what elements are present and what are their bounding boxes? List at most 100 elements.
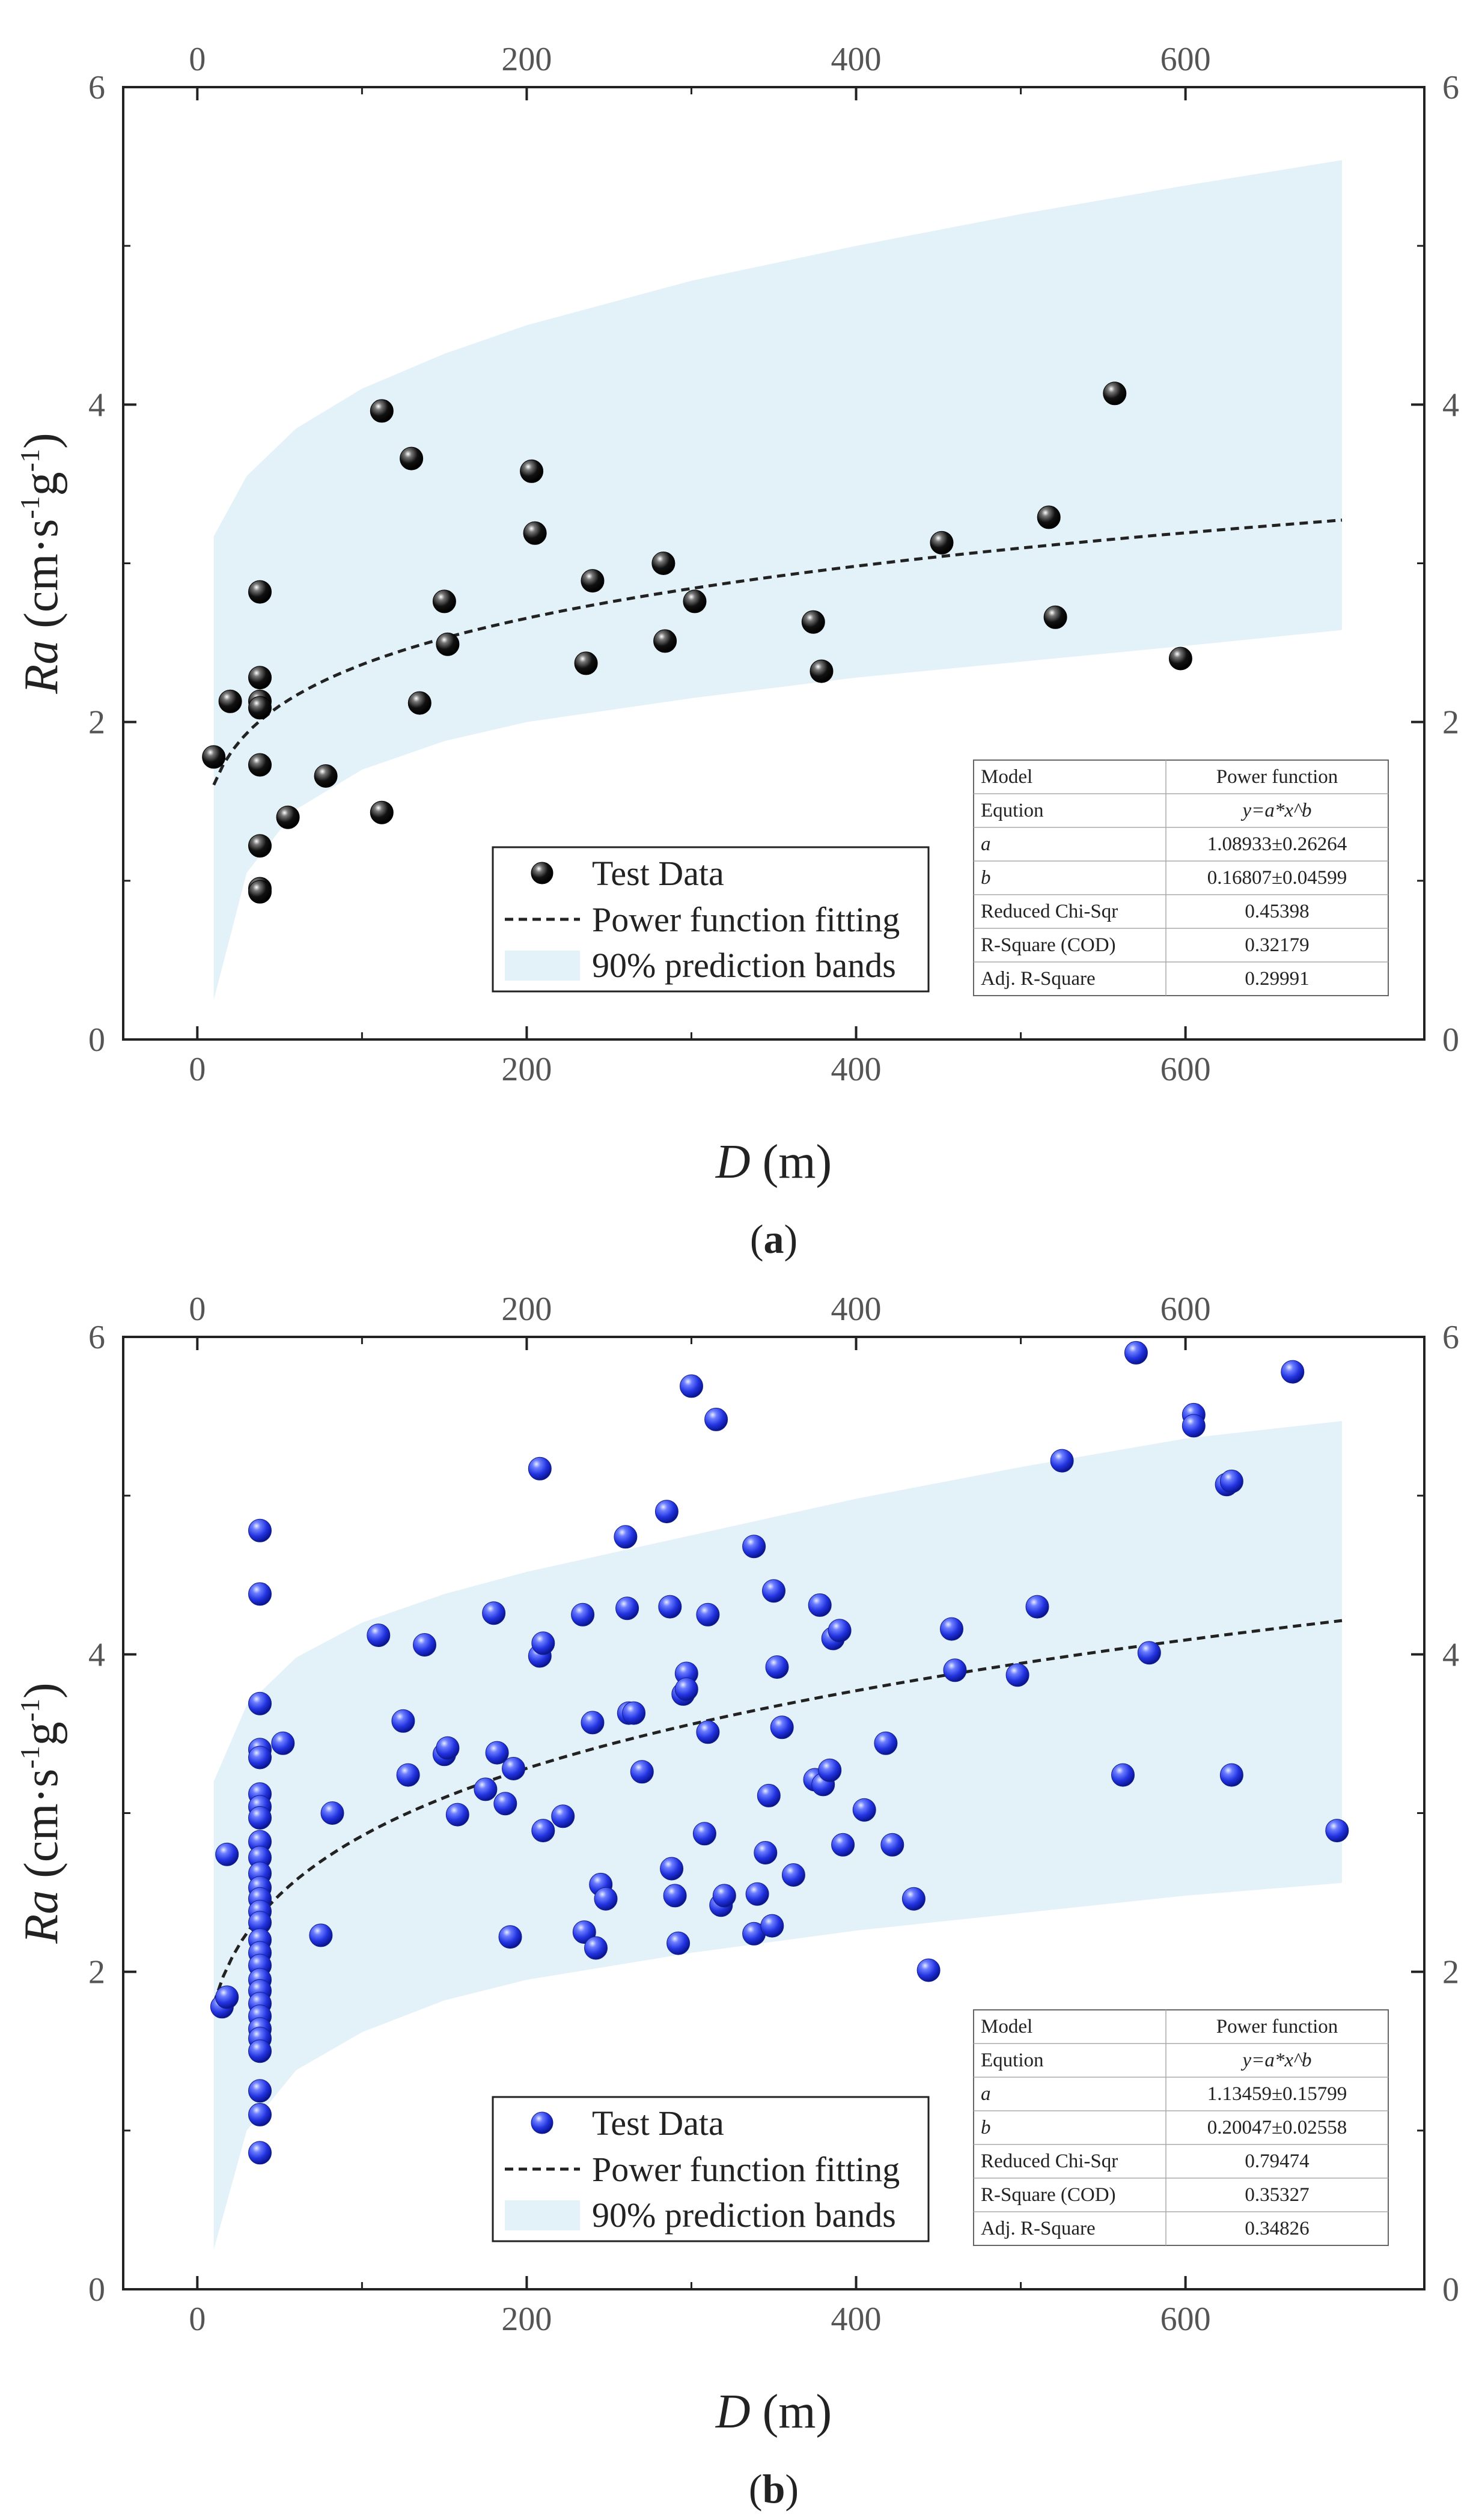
- data-point: [654, 1500, 679, 1524]
- x-axis-title-a: D (m): [715, 1136, 832, 1188]
- y-tick-label-right: 2: [1442, 704, 1459, 741]
- data-point: [1005, 1663, 1029, 1687]
- stats-table-value: 0.34826: [1245, 2218, 1309, 2239]
- stats-table-value: 1.13459±0.15799: [1207, 2083, 1347, 2105]
- data-point: [666, 1931, 691, 1955]
- data-point: [520, 459, 544, 483]
- stats-table-value: y=a*x^b: [1241, 800, 1312, 821]
- stats-table-value: 0.29991: [1245, 968, 1309, 990]
- data-point: [1219, 1469, 1243, 1493]
- x-tick-label-top: 400: [831, 41, 882, 78]
- data-point: [831, 1833, 855, 1857]
- data-point: [943, 1658, 967, 1682]
- data-point: [930, 531, 954, 555]
- prediction-band-a: [213, 160, 1343, 1000]
- data-point: [653, 629, 677, 653]
- data-point: [248, 1582, 272, 1606]
- data-point: [502, 1757, 525, 1780]
- y-tick-label-right: 4: [1442, 386, 1459, 424]
- legend-label-points: Test Data: [592, 2104, 724, 2143]
- stats-table-box-a: [973, 759, 1389, 996]
- stats-table-label: b: [981, 2117, 991, 2138]
- data-point: [436, 632, 460, 656]
- data-point: [248, 666, 272, 690]
- stats-table-value: y=a*x^b: [1241, 2050, 1312, 2071]
- stats-table-value: 0.45398: [1245, 901, 1309, 922]
- prediction-band-area-b: [213, 1421, 1343, 2250]
- data-point: [531, 1631, 555, 1655]
- legend-label-points: Test Data: [592, 854, 724, 893]
- stats-table-value: Power function: [1216, 766, 1338, 788]
- axis-ticks-a: 0 0 200 200 400 400 600 600 0 0 2 2 4 4 6 6: [88, 41, 1459, 1088]
- data-point: [581, 1711, 605, 1735]
- data-point: [880, 1833, 904, 1857]
- data-point: [413, 1633, 436, 1657]
- data-point: [370, 399, 394, 423]
- data-point: [614, 1525, 638, 1549]
- data-point: [528, 1456, 552, 1481]
- data-point: [680, 1374, 703, 1398]
- y-tick-label-left: 6: [88, 69, 105, 106]
- data-point: [248, 834, 272, 858]
- y-tick-label-left: 0: [88, 1021, 105, 1059]
- data-point: [828, 1619, 852, 1643]
- data-point: [396, 1763, 420, 1787]
- data-point: [704, 1407, 728, 1431]
- prediction-band-b: [213, 1421, 1343, 2250]
- data-point: [248, 1518, 272, 1542]
- data-point: [407, 691, 432, 715]
- x-tick-label-bottom: 600: [1160, 2301, 1211, 2338]
- stats-table-value: 0.20047±0.02558: [1207, 2117, 1347, 2138]
- x-tick-label-top: 600: [1160, 41, 1211, 78]
- stats-table-value: 0.16807±0.04599: [1207, 867, 1347, 889]
- data-point: [1124, 1341, 1148, 1365]
- stats-table-a: Model Power function Eqution y=a*x^b a 1.0893…: [973, 759, 1389, 996]
- data-point: [1025, 1595, 1049, 1619]
- y-tick-label-left: 2: [88, 1954, 105, 1991]
- data-point: [202, 745, 226, 769]
- stats-table-label: Adj. R-Square: [981, 968, 1096, 990]
- stats-table-label: Model: [981, 2016, 1032, 2038]
- panel-label-b: (b): [749, 2466, 799, 2512]
- data-point: [571, 1602, 595, 1627]
- data-point: [498, 1925, 522, 1949]
- data-point: [309, 1923, 333, 1947]
- data-point: [1137, 1641, 1161, 1665]
- x-axis-title-b: D (m): [715, 2385, 832, 2438]
- data-point: [663, 1884, 687, 1908]
- prediction-band-area-a: [213, 160, 1343, 1000]
- legend-marker-band: [505, 951, 580, 981]
- stats-table-label: Eqution: [981, 2050, 1044, 2071]
- data-point: [218, 689, 242, 713]
- data-point: [248, 696, 272, 720]
- data-point: [874, 1731, 898, 1755]
- data-point: [674, 1677, 698, 1701]
- stats-table-value: Power function: [1216, 2016, 1338, 2038]
- data-point: [314, 764, 338, 788]
- legend-label-fit: Power function fitting: [592, 2150, 900, 2189]
- stats-table-value: 0.79474: [1245, 2150, 1309, 2172]
- x-tick-label-bottom: 0: [189, 2301, 206, 2338]
- legend-marker-points: [531, 862, 553, 884]
- y-axis-title-b: Ra (cm·s-1g-1): [14, 1682, 68, 1944]
- data-point: [660, 1857, 684, 1881]
- legend-marker-band: [505, 2200, 580, 2230]
- x-tick-label-top: 0: [189, 1291, 206, 1328]
- data-point: [1219, 1763, 1243, 1787]
- data-point: [762, 1579, 785, 1603]
- data-point: [818, 1758, 842, 1782]
- data-point: [781, 1863, 805, 1887]
- data-point: [658, 1595, 682, 1619]
- data-point: [248, 1806, 272, 1830]
- data-point: [1103, 382, 1127, 406]
- y-tick-label-left: 0: [88, 2271, 105, 2308]
- fit-curve-a: [212, 519, 1343, 786]
- data-point: [1050, 1449, 1074, 1473]
- legend-label-band: 90% prediction bands: [592, 2196, 896, 2235]
- data-point: [1043, 605, 1067, 629]
- y-tick-label-right: 6: [1442, 1319, 1459, 1356]
- data-point: [712, 1884, 736, 1908]
- legend-a: Test Data Power function fitting 90% predi…: [492, 846, 930, 993]
- stats-table-label: a: [981, 2083, 991, 2105]
- stats-table-label: b: [981, 867, 991, 889]
